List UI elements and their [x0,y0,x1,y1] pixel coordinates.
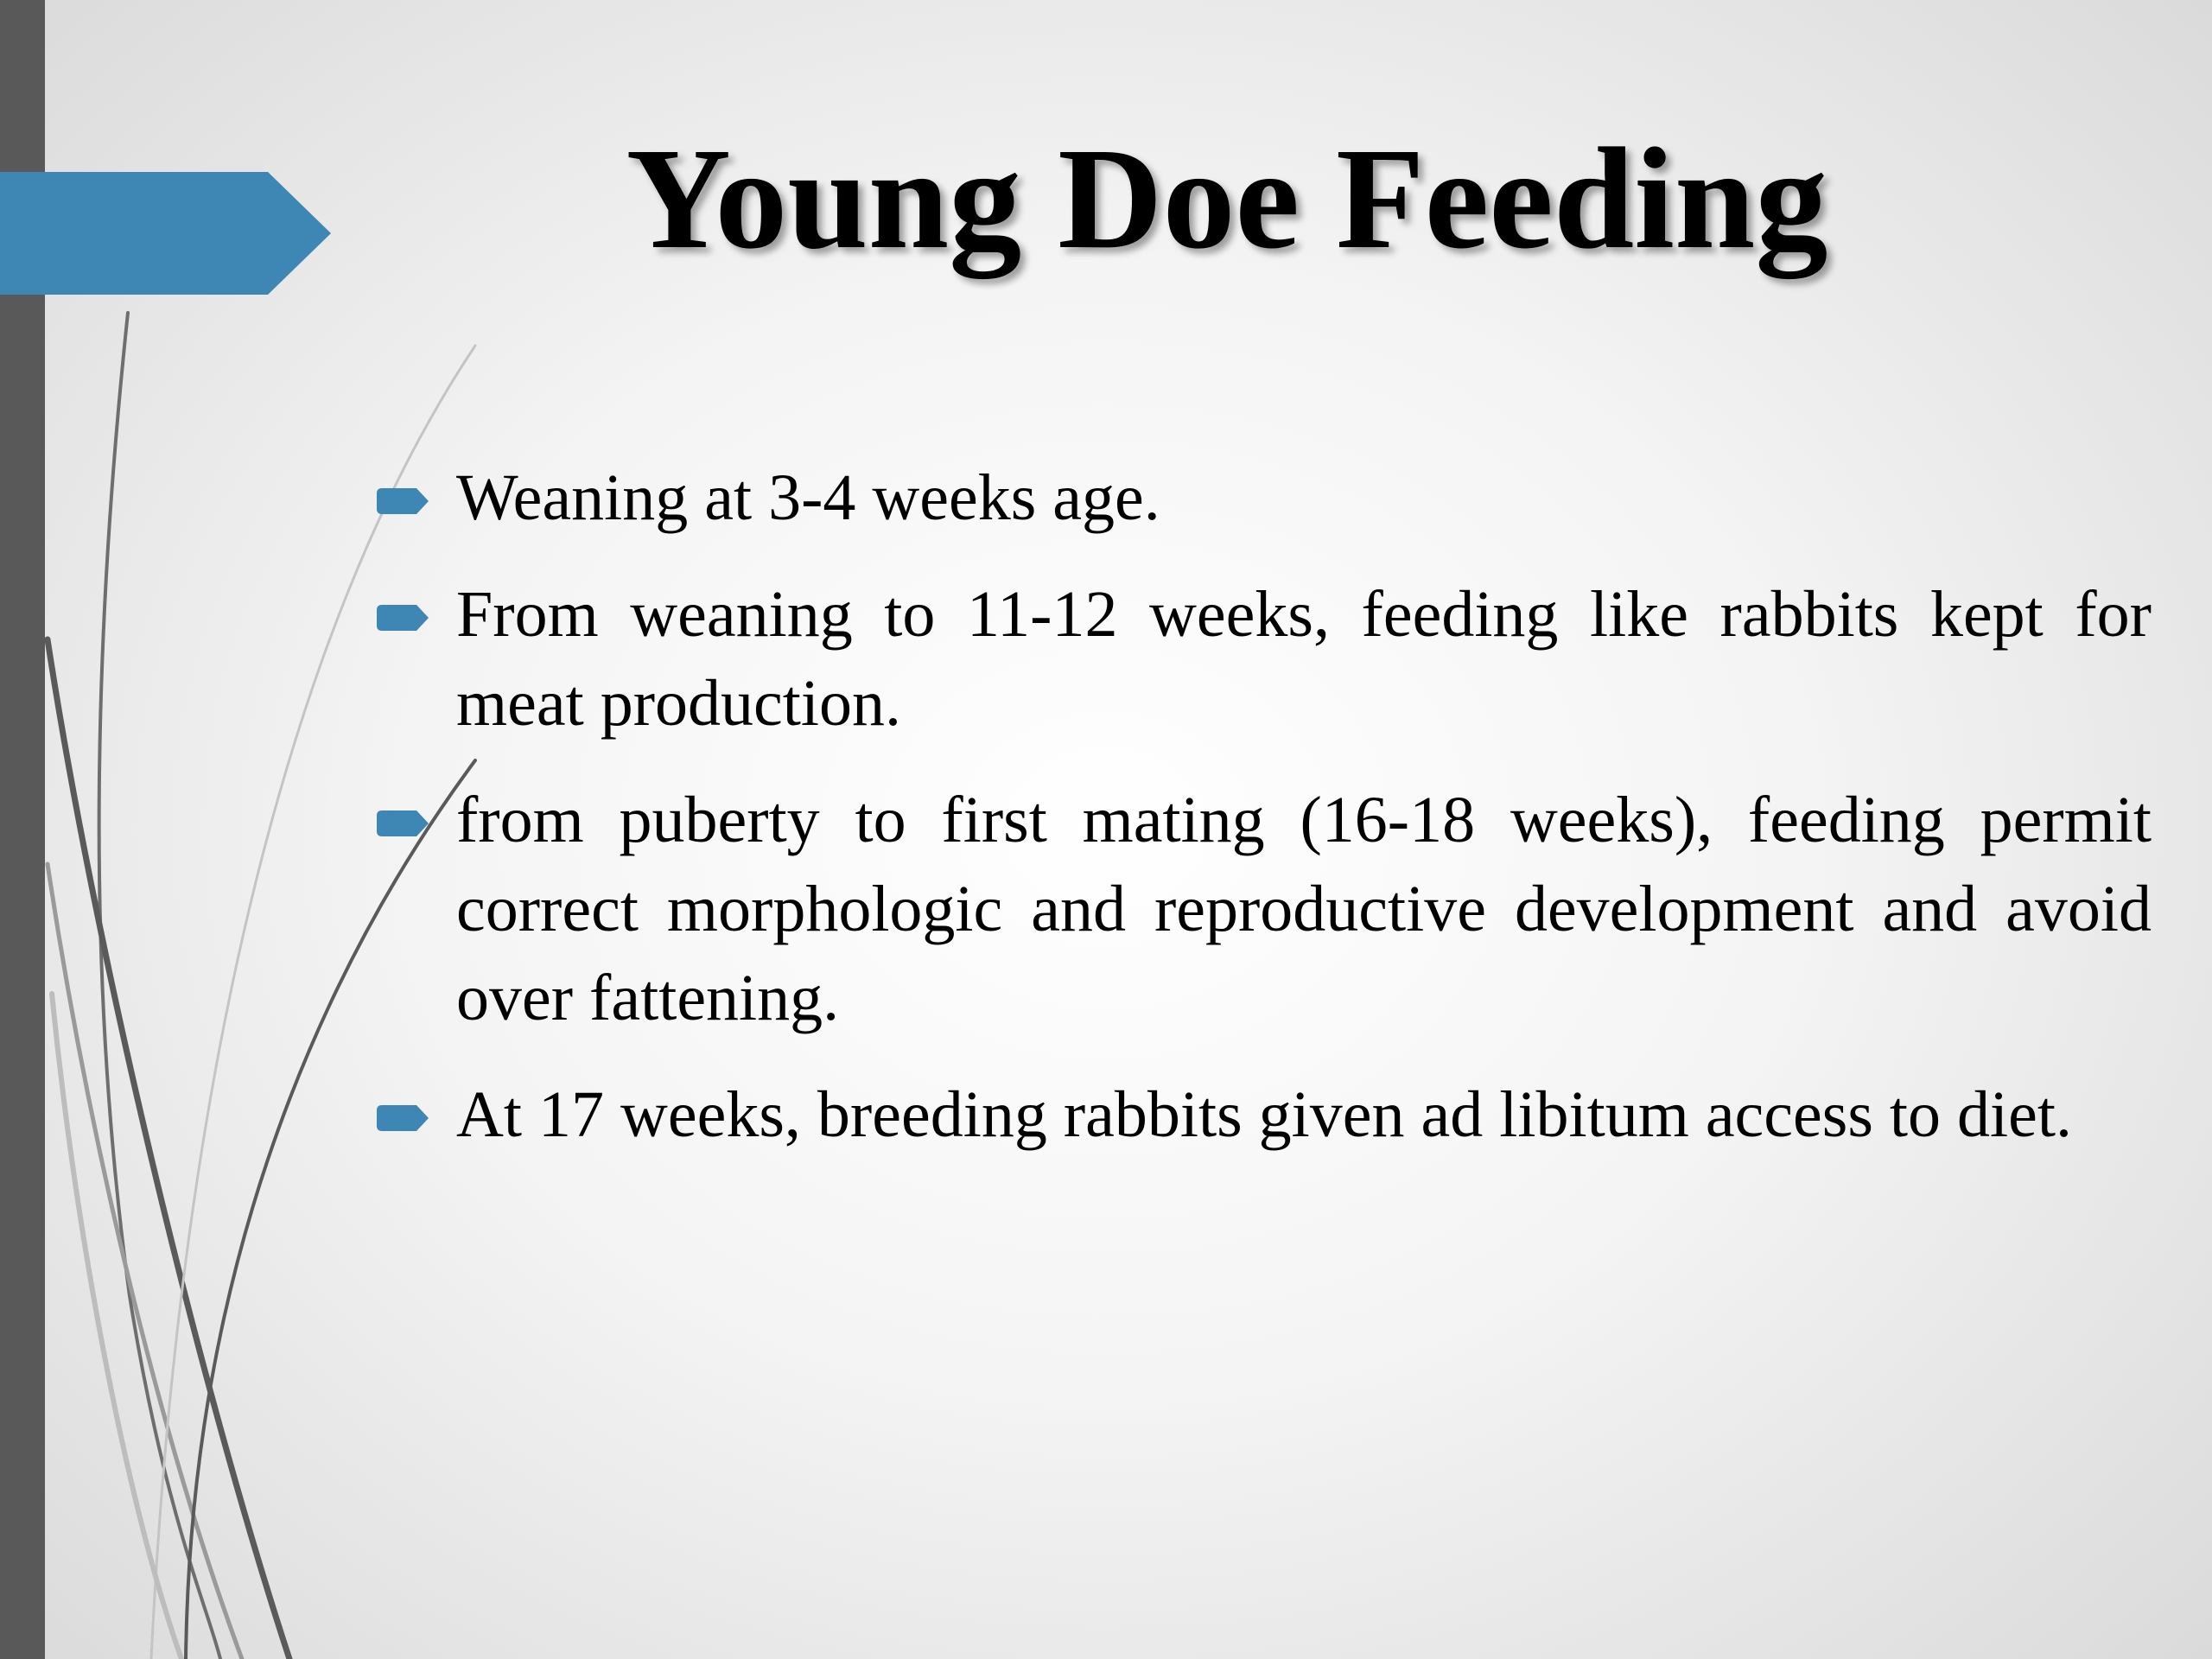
bullet-text: From weaning to 11-12 weeks, feeding lik… [456,578,2152,740]
title-arrow-shape [0,172,331,295]
bullet-text: Weaning at 3-4 weeks age. [456,461,1160,534]
bullet-item: from puberty to first mating (16-18 week… [377,776,2152,1043]
bullet-item: From weaning to 11-12 weeks, feeding lik… [377,570,2152,748]
bullet-item: At 17 weeks, breeding rabbits given ad l… [377,1071,2152,1160]
bullet-item: Weaning at 3-4 weeks age. [377,454,2152,543]
bullet-text: from puberty to first mating (16-18 week… [456,784,2152,1034]
arrow-right-icon [377,810,429,836]
arrow-right-icon [377,605,429,631]
slide-title: Young Doe Feeding [626,118,1828,279]
bullet-text: At 17 weeks, breeding rabbits given ad l… [456,1078,2072,1151]
arrow-right-icon [377,488,429,514]
arrow-right-icon [377,1105,429,1131]
decorative-curves [44,311,477,1659]
bullet-list: Weaning at 3-4 weeks age. From weaning t… [377,454,2152,1187]
